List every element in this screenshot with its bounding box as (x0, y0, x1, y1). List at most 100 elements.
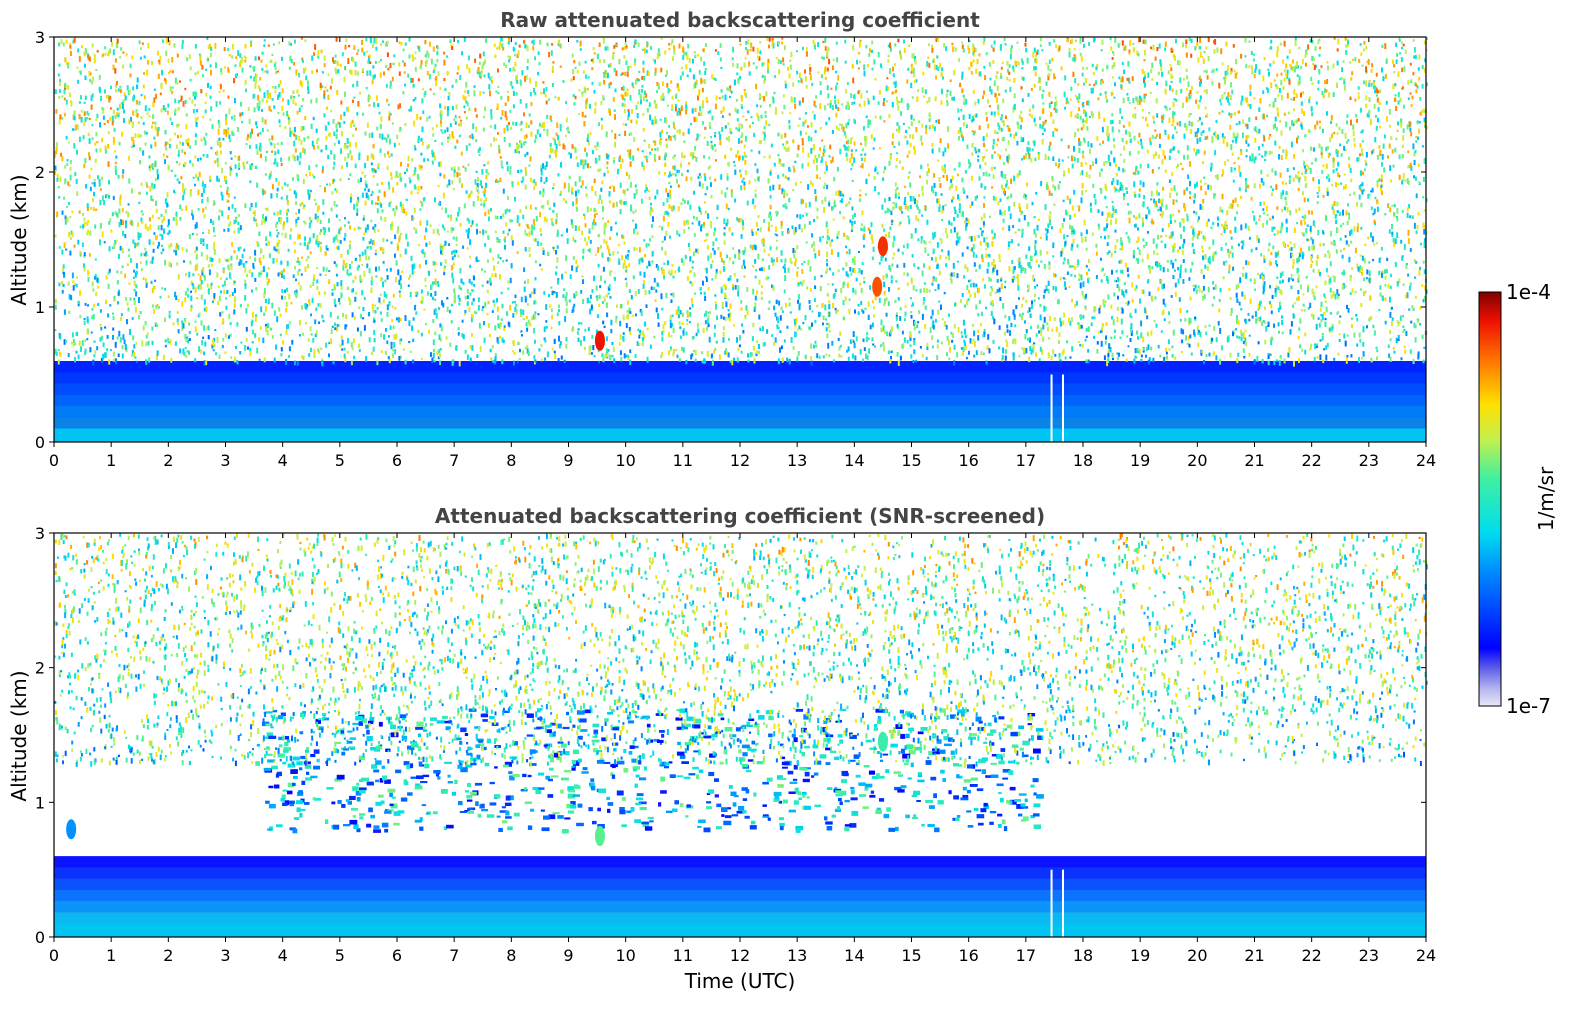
heatmap-cell (725, 301, 728, 308)
heatmap-cell (879, 344, 882, 348)
heatmap-cell (605, 240, 608, 245)
heatmap-cell (218, 354, 221, 359)
heatmap-cell (523, 135, 526, 140)
heatmap-cell (146, 332, 149, 336)
heatmap-cell (227, 193, 230, 198)
heatmap-cell (984, 187, 986, 190)
heatmap-cell (912, 136, 914, 140)
heatmap-cell (865, 178, 868, 185)
heatmap-cell (1255, 64, 1258, 70)
heatmap-cell (1346, 141, 1348, 144)
heatmap-cell (658, 171, 661, 175)
heatmap-cell (1236, 132, 1239, 139)
heatmap-cell (648, 143, 651, 149)
heatmap-cell (501, 303, 504, 309)
heatmap-cell (1331, 184, 1334, 187)
heatmap-cell (1111, 200, 1114, 203)
heatmap-cell (1301, 215, 1304, 219)
heatmap-cell (466, 354, 469, 360)
heatmap-cell (164, 287, 167, 291)
heatmap-cell (707, 166, 710, 170)
heatmap-cell (686, 74, 689, 78)
heatmap-cell (686, 54, 689, 60)
heatmap-cell (1311, 288, 1314, 294)
heatmap-cell (455, 249, 458, 253)
heatmap-cell (836, 236, 839, 239)
heatmap-cell (1199, 331, 1202, 338)
heatmap-cell (1293, 243, 1296, 249)
heatmap-cell (375, 46, 378, 51)
heatmap-cell (188, 145, 191, 149)
heatmap-cell (759, 268, 761, 271)
heatmap-cell (1315, 323, 1318, 330)
heatmap-cell (168, 143, 171, 149)
heatmap-cell (62, 42, 65, 47)
heatmap-cell (847, 236, 850, 241)
heatmap-cell (782, 143, 785, 146)
heatmap-cell (505, 259, 508, 262)
heatmap-cell (1200, 269, 1203, 274)
heatmap-cell (1174, 282, 1177, 288)
heatmap-cell (957, 237, 960, 244)
heatmap-cell (1127, 210, 1130, 215)
heatmap-cell (420, 289, 423, 294)
heatmap-cell (814, 285, 817, 289)
heatmap-cell (1122, 354, 1125, 357)
heatmap-cell (953, 344, 956, 350)
heatmap-cell (871, 40, 874, 45)
heatmap-cell (1288, 347, 1291, 353)
heatmap-cell (837, 269, 840, 273)
heatmap-cell (912, 73, 915, 78)
heatmap-cell (1203, 176, 1206, 179)
heatmap-cell (1076, 96, 1079, 100)
heatmap-cell (1241, 95, 1244, 102)
heatmap-cell (956, 214, 959, 218)
heatmap-cell (992, 60, 995, 64)
heatmap-cell (982, 142, 985, 147)
heatmap-cell (763, 126, 766, 130)
heatmap-cell (685, 101, 688, 107)
heatmap-cell (105, 275, 108, 280)
heatmap-cell (950, 183, 953, 189)
heatmap-cell (853, 101, 856, 105)
heatmap-cell (667, 137, 670, 141)
heatmap-cell (315, 239, 318, 245)
heatmap-cell (765, 120, 768, 126)
heatmap-cell (1233, 167, 1236, 171)
heatmap-cell (1105, 185, 1108, 192)
heatmap-cell (176, 262, 179, 266)
heatmap-cell (689, 256, 692, 262)
heatmap-cell (1310, 264, 1313, 268)
heatmap-cell (937, 119, 940, 124)
heatmap-cell (972, 251, 975, 258)
heatmap-cell (300, 126, 303, 132)
heatmap-cell (1121, 184, 1124, 191)
heatmap-cell (104, 194, 107, 199)
heatmap-cell (341, 130, 343, 137)
heatmap-cell (629, 311, 632, 314)
heatmap-cell (560, 190, 562, 195)
heatmap-cell (674, 107, 677, 112)
heatmap-cell (664, 211, 667, 215)
heatmap-cell (718, 354, 721, 360)
heatmap-cell (559, 126, 562, 132)
heatmap-cell (774, 109, 777, 115)
heatmap-cell (429, 88, 432, 91)
heatmap-cell (480, 198, 483, 202)
heatmap-cell (420, 185, 423, 190)
heatmap-cell (964, 328, 966, 335)
heatmap-cell (1332, 162, 1335, 168)
heatmap-cell (983, 237, 986, 243)
heatmap-cell (289, 127, 292, 132)
heatmap-cell (483, 321, 485, 326)
heatmap-cell (162, 354, 165, 360)
heatmap-cell (179, 348, 182, 354)
heatmap-cell (771, 284, 773, 289)
heatmap-cell (106, 95, 108, 99)
heatmap-cell (148, 165, 151, 170)
heatmap-cell (673, 165, 676, 171)
heatmap-cell (365, 38, 368, 42)
heatmap-cell (679, 310, 682, 315)
heatmap-cell (712, 247, 715, 251)
heatmap-cell (145, 191, 148, 195)
